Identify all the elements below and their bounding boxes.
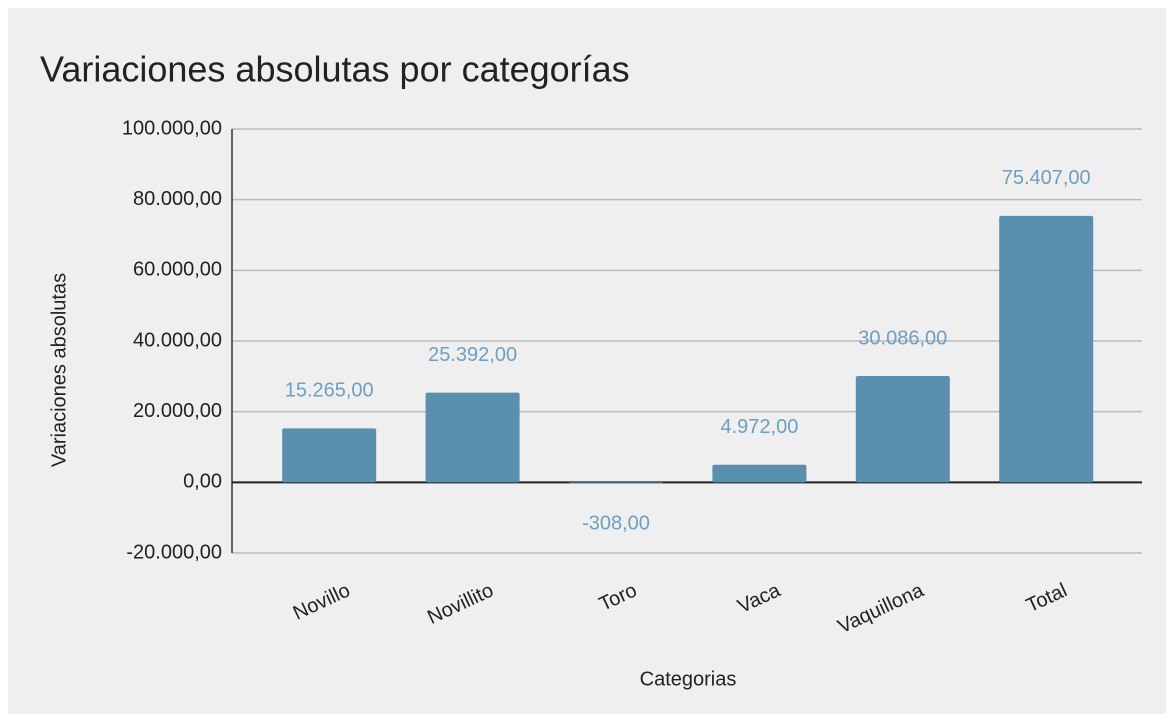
chart-background — [8, 8, 1166, 714]
x-axis-title: Categorias — [640, 668, 737, 690]
y-axis-title: Variaciones absolutas — [48, 273, 70, 467]
data-label: 25.392,00 — [428, 344, 517, 366]
data-label: 75.407,00 — [1002, 167, 1091, 189]
data-label: -308,00 — [582, 513, 650, 535]
bar — [425, 392, 520, 483]
y-tick-label: 20.000,00 — [133, 400, 222, 422]
y-tick-label: 100.000,00 — [122, 117, 222, 139]
y-tick-label: 40.000,00 — [133, 329, 222, 351]
y-tick-label: -20.000,00 — [126, 541, 222, 563]
bar — [999, 215, 1094, 483]
data-label: 4.972,00 — [720, 416, 798, 438]
bar — [282, 428, 377, 483]
bar — [855, 376, 950, 483]
y-tick-label: 0,00 — [183, 471, 222, 493]
chart-title: Variaciones absolutas por categorías — [40, 49, 630, 90]
data-label: 30.086,00 — [858, 327, 947, 349]
bar — [712, 464, 807, 483]
y-tick-label: 60.000,00 — [133, 259, 222, 281]
y-tick-label: 80.000,00 — [133, 188, 222, 210]
data-label: 15.265,00 — [285, 380, 374, 402]
bar — [569, 482, 663, 484]
